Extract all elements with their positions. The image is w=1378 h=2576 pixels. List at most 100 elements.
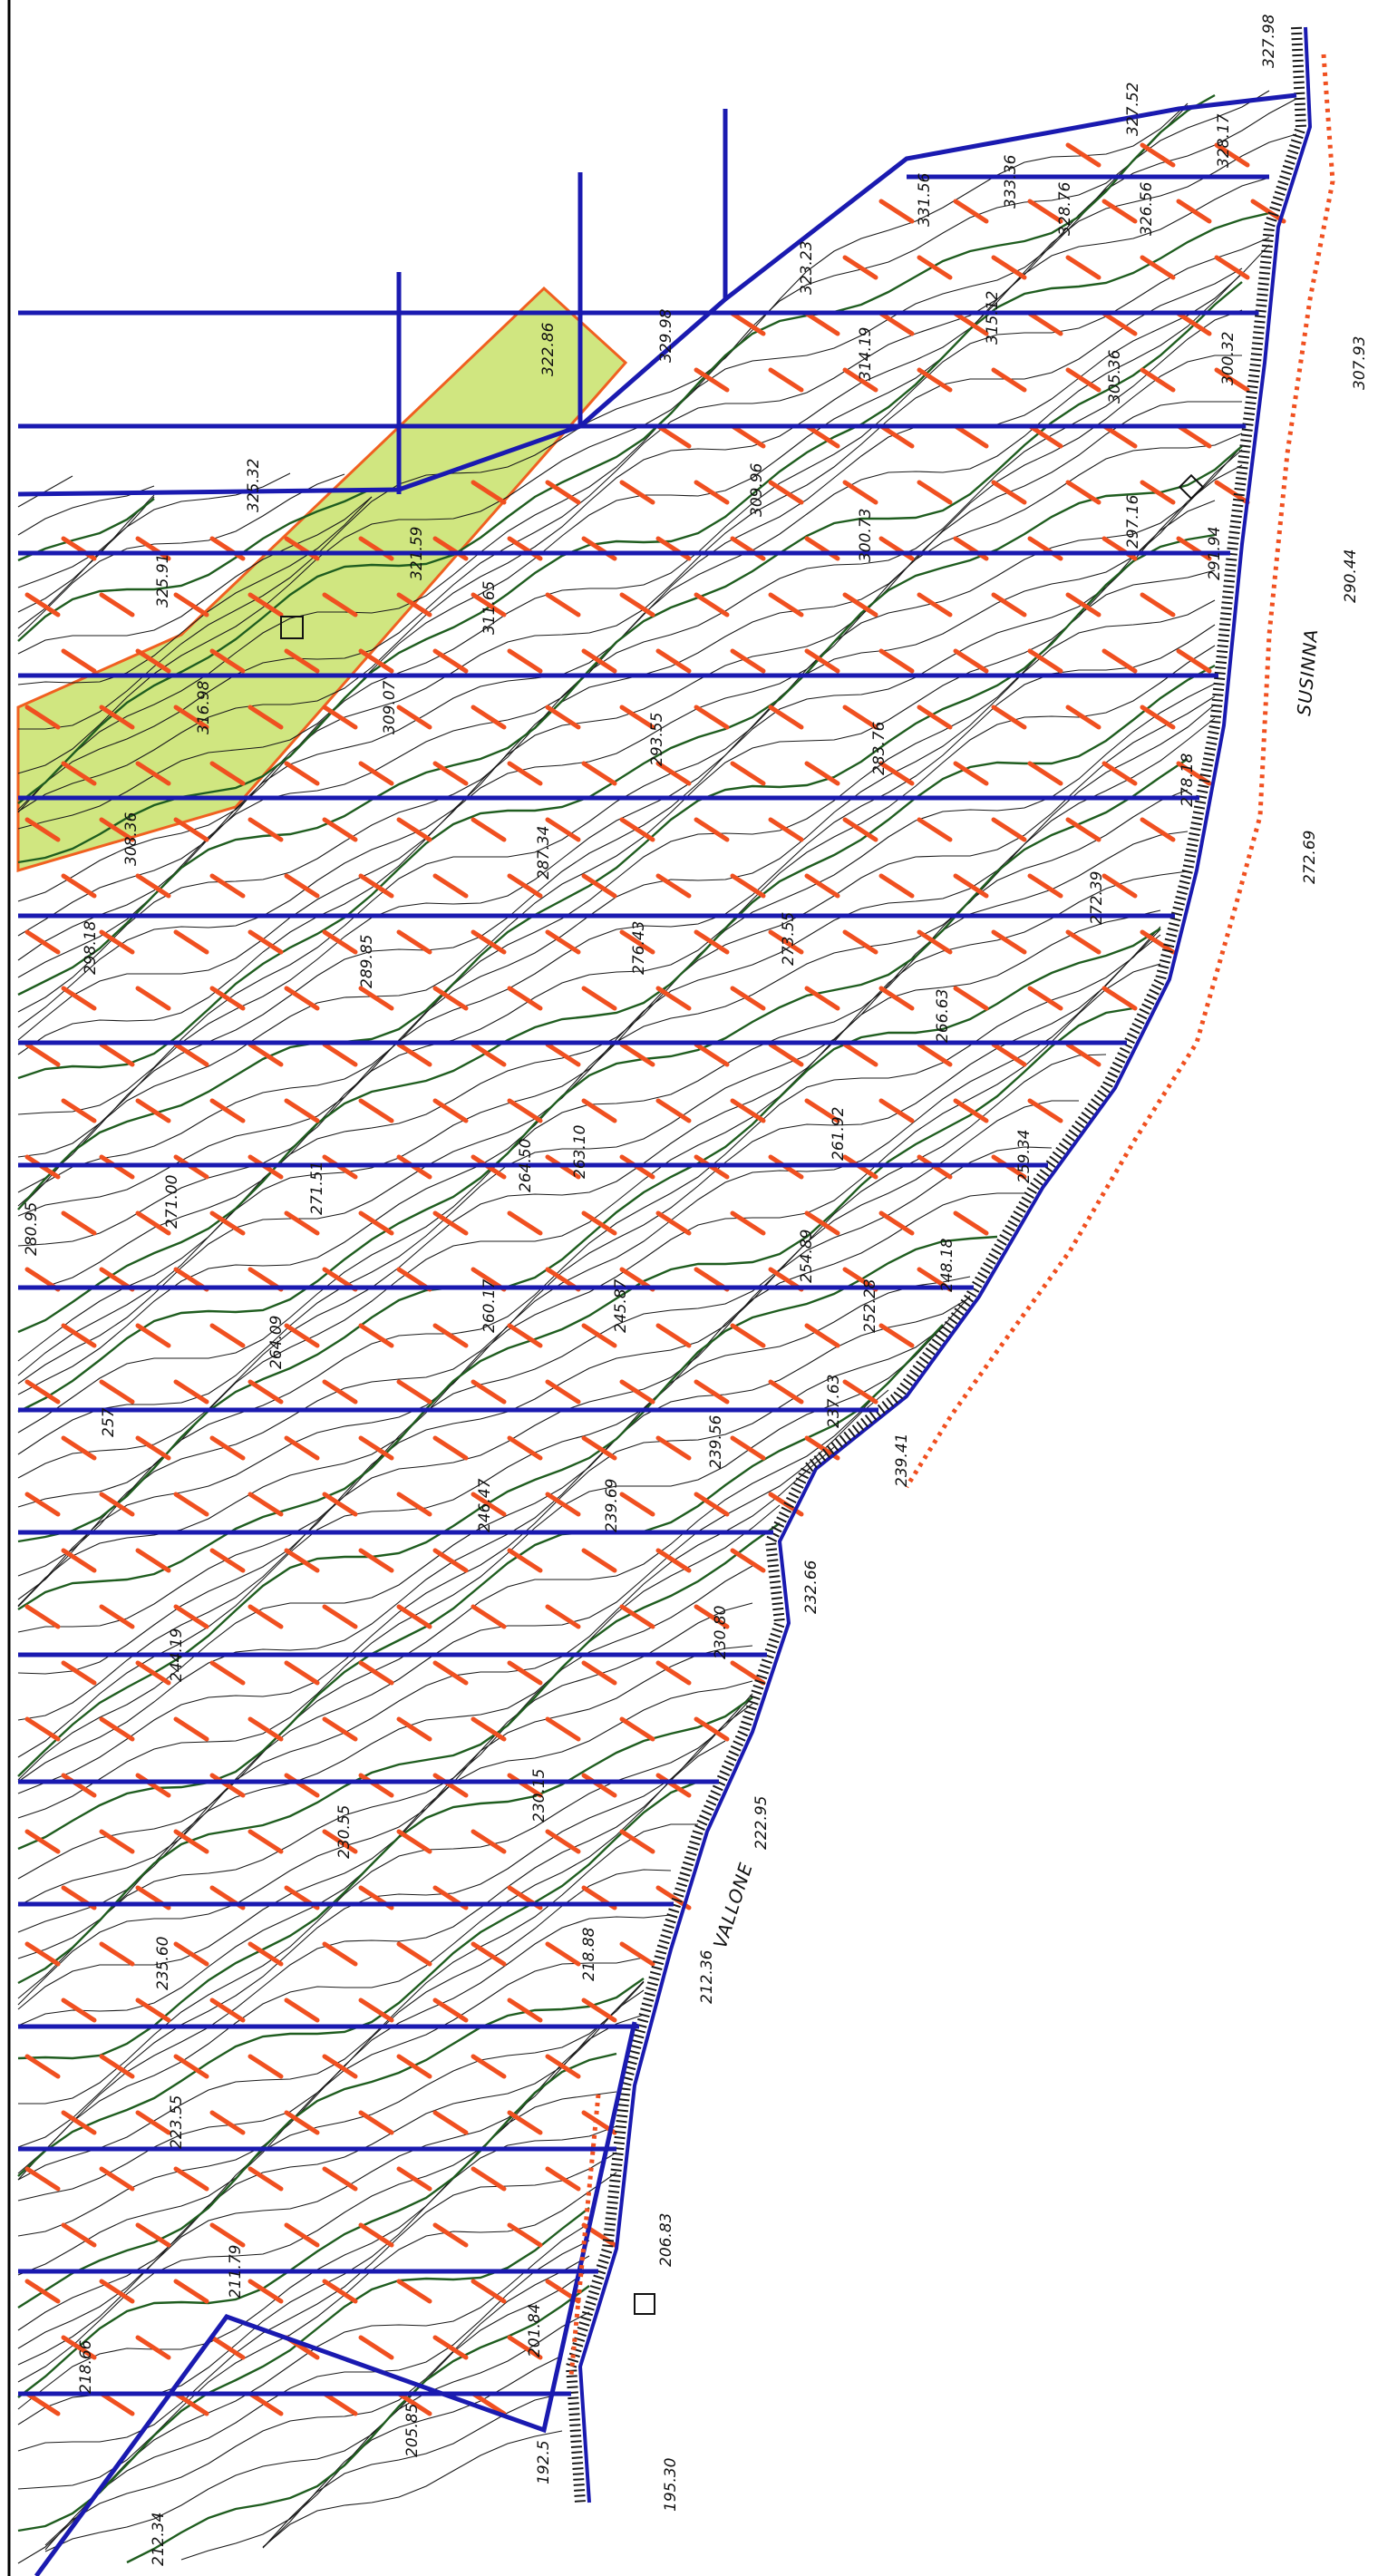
hatch-mark	[358, 1435, 394, 1461]
hatch-mark	[396, 1716, 432, 1742]
hatch-mark	[694, 929, 730, 955]
hatch-mark	[619, 1042, 655, 1067]
elevation-label: 259.34	[1015, 1130, 1034, 1183]
contour-line	[17, 433, 1243, 1055]
hatch-mark	[619, 1379, 655, 1405]
hatch-mark	[842, 592, 878, 617]
hatch-mark	[322, 1941, 358, 1967]
hatch-mark	[878, 536, 915, 561]
hatch-mark	[581, 1660, 617, 1686]
hatch-mark	[173, 1492, 209, 1517]
hatch-mark	[917, 255, 953, 280]
hatch-mark	[284, 1323, 320, 1348]
elevation-label: 300.73	[857, 509, 875, 562]
elevation-label: 264.09	[267, 1316, 286, 1369]
hatch-mark	[878, 761, 915, 786]
hatch-mark	[1140, 367, 1176, 393]
elevation-label: 254.89	[798, 1230, 816, 1283]
hatch-mark	[284, 2222, 320, 2248]
hatch-mark	[61, 1773, 97, 1798]
hatch-mark	[619, 1604, 655, 1629]
elevation-label: 246.47	[476, 1478, 494, 1532]
hatch-mark	[173, 1716, 209, 1742]
hatch-mark	[247, 2166, 284, 2192]
hatch-mark	[396, 1941, 432, 1967]
hatch-mark	[1140, 255, 1176, 280]
hatch-mark	[842, 367, 878, 393]
contour-line	[17, 1696, 753, 2060]
contour-line	[17, 1823, 698, 2181]
contour-line	[17, 2052, 617, 2398]
contour-line	[126, 2285, 590, 2564]
hatch-mark	[135, 986, 171, 1011]
hatch-mark	[545, 2166, 581, 2192]
hatch-mark	[730, 423, 766, 449]
hatch-mark	[396, 929, 432, 955]
hatch-mark	[24, 2391, 61, 2416]
elevation-label: 263.10	[571, 1125, 589, 1179]
contour-line	[17, 1192, 1024, 1758]
hatch-mark	[878, 1210, 915, 1236]
contour-line	[17, 789, 1189, 1434]
hatch-mark	[432, 1323, 469, 1348]
hatch-mark	[842, 480, 878, 505]
hatch-mark	[1176, 199, 1212, 224]
hatch-mark	[396, 2391, 432, 2416]
hatch-mark	[1176, 423, 1212, 449]
hatch-mark	[507, 1998, 543, 2023]
hatch-mark	[99, 817, 135, 842]
elevation-label: 321.59	[408, 527, 426, 580]
hatch-mark	[322, 2166, 358, 2192]
elevation-label: 205.85	[403, 2404, 422, 2457]
hatch-mark	[1101, 648, 1138, 674]
hatch-mark	[99, 1829, 135, 1854]
hatch-mark	[619, 705, 655, 730]
hatch-mark	[24, 1716, 61, 1742]
hatch-mark	[24, 2279, 61, 2304]
contour-line	[262, 2393, 563, 2549]
hatch-mark	[545, 1941, 581, 1967]
contour-line	[17, 1645, 753, 2010]
elevation-label: 325.32	[245, 459, 263, 512]
hatch-mark	[322, 1716, 358, 1742]
hatch-mark	[61, 1098, 97, 1123]
elevation-label: 316.98	[195, 680, 213, 734]
elevation-label: 309.07	[381, 680, 399, 734]
hatch-mark	[135, 1098, 171, 1123]
hatch-mark	[284, 1435, 320, 1461]
hatch-mark	[1027, 648, 1063, 674]
hatch-mark	[61, 1660, 97, 1686]
elevation-label: 212.36	[698, 1949, 716, 2004]
hatch-mark	[1140, 142, 1176, 168]
hatch-mark	[432, 873, 469, 899]
hatch-mark	[768, 592, 804, 617]
hatch-mark	[804, 1323, 840, 1348]
elevation-labels: 327.98 327.52 328.17 333.36 331.56 328.7…	[23, 14, 1369, 2566]
hatch-mark	[1065, 929, 1101, 955]
hatch-mark	[173, 2166, 209, 2192]
hatch-mark	[471, 1716, 507, 1742]
hatch-mark	[730, 311, 766, 336]
hatch-mark	[730, 1323, 766, 1348]
hatch-mark	[135, 1210, 171, 1236]
hatch-mark	[655, 1548, 692, 1573]
hatch-mark	[545, 1716, 581, 1742]
hatch-mark	[99, 1716, 135, 1742]
contour-line	[17, 1602, 753, 2006]
contour-line	[44, 2240, 590, 2551]
hatch-mark	[284, 873, 320, 899]
hatch-mark	[619, 1716, 655, 1742]
hatch-mark	[1176, 536, 1212, 561]
contour-line	[17, 244, 1270, 961]
elevation-label: 298.18	[82, 920, 100, 975]
hatch-mark	[396, 1379, 432, 1405]
elevation-label: 314.19	[857, 327, 875, 381]
hatch-mark	[396, 705, 432, 730]
hatch-mark	[1065, 592, 1101, 617]
hatch-mark	[878, 199, 915, 224]
hatch-mark	[545, 1829, 581, 1854]
hatch-mark	[247, 2279, 284, 2304]
contour-line	[17, 211, 1270, 864]
hatch-mark	[804, 648, 840, 674]
hatch-mark	[432, 2110, 469, 2135]
